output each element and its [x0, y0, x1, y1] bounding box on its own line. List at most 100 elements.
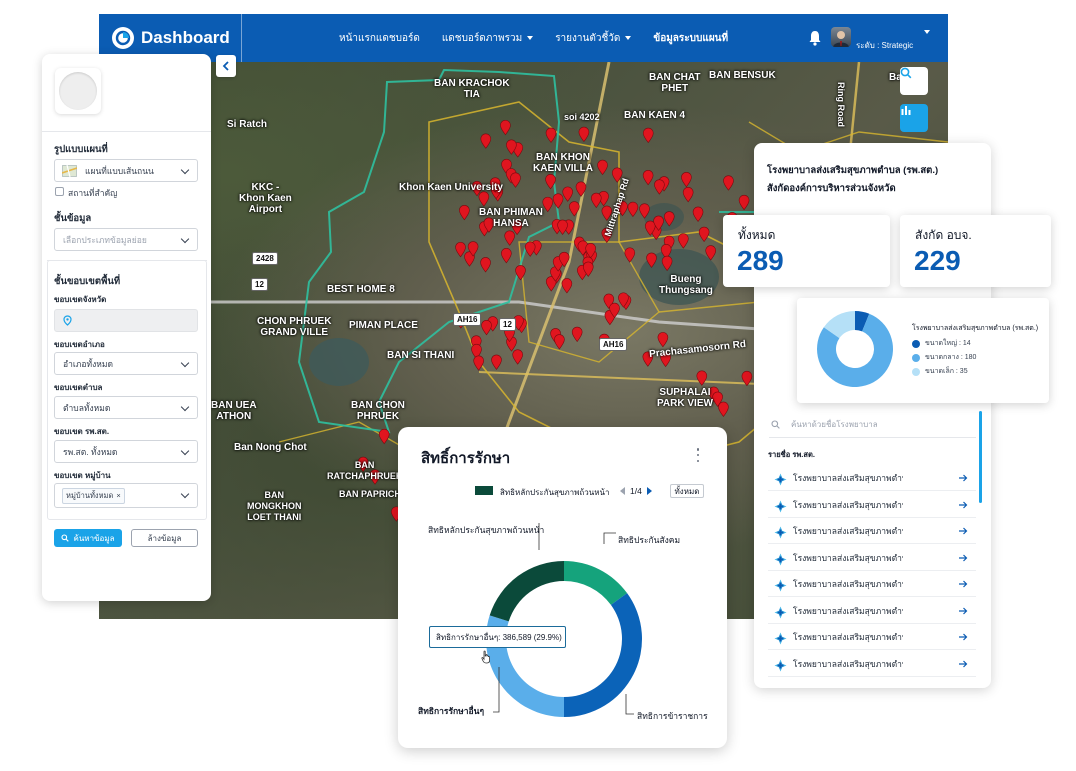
village-select[interactable]: หมู่บ้านทั้งหมด ×	[54, 483, 198, 508]
hospital-size-segment-1[interactable]	[817, 313, 893, 387]
map-pin-icon[interactable]	[624, 247, 636, 263]
map-pin-icon[interactable]	[657, 332, 669, 348]
brand[interactable]: Dashboard	[99, 14, 242, 62]
map-pin-icon[interactable]	[571, 326, 583, 343]
map-pin-icon[interactable]	[741, 370, 753, 387]
province-select[interactable]	[54, 309, 198, 332]
map-pin-icon[interactable]	[705, 245, 717, 261]
arrow-right-icon[interactable]	[958, 579, 968, 589]
map-pin-icon[interactable]	[557, 219, 568, 235]
map-pins[interactable]	[357, 120, 771, 522]
map-pin-icon[interactable]	[618, 292, 629, 308]
map-pin-icon[interactable]	[512, 349, 523, 365]
map-pin-icon[interactable]	[480, 257, 491, 273]
map-pin-icon[interactable]	[660, 351, 671, 368]
map-pin-icon[interactable]	[511, 219, 523, 236]
map-pin-icon[interactable]	[524, 241, 536, 257]
arrow-right-icon[interactable]	[958, 606, 968, 616]
map-pin-icon[interactable]	[471, 181, 483, 197]
map-pin-icon[interactable]	[609, 302, 620, 319]
map-pin-icon[interactable]	[471, 344, 482, 360]
hospital-list-item[interactable]: โรงพยาบาลส่งเสริมสุขภาพตำบล	[768, 466, 976, 491]
treatment-rights-segment-1[interactable]	[564, 593, 642, 717]
pager-next-icon[interactable]	[646, 487, 652, 495]
map-pin-icon[interactable]	[481, 320, 492, 336]
map-pin-icon[interactable]	[473, 355, 484, 371]
map-pin-icon[interactable]	[575, 181, 587, 197]
map-pin-icon[interactable]	[642, 170, 654, 186]
map-pin-icon[interactable]	[369, 469, 381, 485]
hospital-list-item[interactable]: โรงพยาบาลส่งเสริมสุขภาพตำบล	[768, 572, 976, 597]
village-chip[interactable]: หมู่บ้านทั้งหมด ×	[62, 487, 125, 504]
map-pin-icon[interactable]	[510, 172, 521, 188]
map-pin-icon[interactable]	[582, 261, 594, 277]
map-pin-icon[interactable]	[478, 191, 490, 207]
treatment-rights-segment-3[interactable]	[489, 561, 564, 622]
clear-data-button[interactable]: ล้างข้อมูล	[131, 529, 198, 547]
legend-label-universal[interactable]: สิทธิหลักประกันสุขภาพถ้วนหน้า	[500, 488, 610, 497]
map-pin-icon[interactable]	[489, 177, 501, 193]
map-pin-icon[interactable]	[644, 220, 656, 236]
nav-home-dashboard[interactable]: หน้าแรกแดชบอร์ด	[339, 32, 420, 44]
map-pin-icon[interactable]	[642, 351, 654, 367]
map-pin-icon[interactable]	[585, 243, 596, 259]
user-avatar[interactable]	[831, 27, 851, 47]
arrow-right-icon[interactable]	[958, 553, 968, 563]
map-chart-button[interactable]	[900, 104, 928, 132]
arrow-right-icon[interactable]	[958, 473, 968, 483]
map-pin-icon[interactable]	[698, 226, 710, 243]
arrow-right-icon[interactable]	[958, 632, 968, 642]
map-pin-icon[interactable]	[504, 230, 515, 246]
hospital-list-item[interactable]: โรงพยาบาลส่งเสริมสุขภาพตำบล	[768, 652, 976, 677]
pager-prev-icon[interactable]	[620, 487, 625, 495]
hospital-list-item[interactable]: โรงพยาบาลส่งเสริมสุขภาพตำบล	[768, 519, 976, 544]
map-pin-icon[interactable]	[562, 186, 573, 202]
map-pin-icon[interactable]	[654, 179, 665, 195]
map-pin-icon[interactable]	[639, 203, 650, 219]
hospital-size-segment-2[interactable]	[823, 311, 855, 339]
nav-overview-dashboard[interactable]: แดชบอร์ดภาพรวม	[442, 31, 534, 46]
list-scrollbar[interactable]	[979, 411, 982, 503]
map-pin-icon[interactable]	[558, 251, 570, 268]
important-places-checkbox[interactable]	[55, 187, 64, 196]
map-pin-icon[interactable]	[501, 248, 512, 264]
map-pin-icon[interactable]	[617, 201, 628, 217]
show-all-button[interactable]: ทั้งหมด	[670, 484, 704, 498]
map-pin-icon[interactable]	[653, 215, 664, 231]
map-pin-icon[interactable]	[712, 391, 723, 407]
map-pin-icon[interactable]	[597, 159, 608, 176]
map-pin-icon[interactable]	[515, 265, 526, 281]
map-pin-icon[interactable]	[483, 217, 495, 233]
treatment-rights-segment-0[interactable]	[564, 561, 628, 605]
map-pin-icon[interactable]	[561, 278, 573, 294]
map-pin-icon[interactable]	[491, 354, 502, 370]
hospital-list-item[interactable]: โรงพยาบาลส่งเสริมสุขภาพตำบล	[768, 493, 976, 518]
map-pin-icon[interactable]	[378, 429, 390, 445]
hospital-list-item[interactable]: โรงพยาบาลส่งเสริมสุขภาพตำบล	[768, 625, 976, 650]
map-pin-icon[interactable]	[552, 193, 564, 209]
more-options-icon[interactable]	[696, 448, 700, 462]
map-pin-icon[interactable]	[627, 201, 639, 218]
map-pin-icon[interactable]	[601, 227, 613, 244]
layer-select[interactable]: เลือกประเภทข้อมูลย่อย	[54, 228, 198, 251]
hospital-search-input[interactable]: ค้นหาด้วยชื่อโรงพยาบาล	[769, 412, 976, 438]
map-pin-icon[interactable]	[661, 255, 673, 272]
map-pin-icon[interactable]	[692, 206, 704, 222]
subdistrict-select[interactable]: ตำบลทั้งหมด	[54, 396, 198, 419]
map-pin-icon[interactable]	[682, 187, 694, 203]
map-pin-icon[interactable]	[459, 205, 470, 221]
map-pin-icon[interactable]	[611, 167, 623, 183]
map-pin-icon[interactable]	[646, 252, 657, 268]
map-pin-icon[interactable]	[554, 334, 565, 350]
nav-kpi-report[interactable]: รายงานตัวชี้วัด	[555, 31, 632, 46]
map-pin-icon[interactable]	[681, 172, 692, 188]
map-pin-icon[interactable]	[545, 127, 557, 143]
map-pin-icon[interactable]	[578, 126, 590, 143]
map-pin-icon[interactable]	[663, 211, 675, 227]
map-pin-icon[interactable]	[678, 233, 689, 249]
user-menu-chevron-icon[interactable]	[924, 30, 930, 34]
map-pin-icon[interactable]	[723, 175, 734, 191]
arrow-right-icon[interactable]	[958, 659, 968, 669]
hospital-size-segment-0[interactable]	[855, 311, 870, 332]
map-pin-icon[interactable]	[660, 244, 672, 260]
